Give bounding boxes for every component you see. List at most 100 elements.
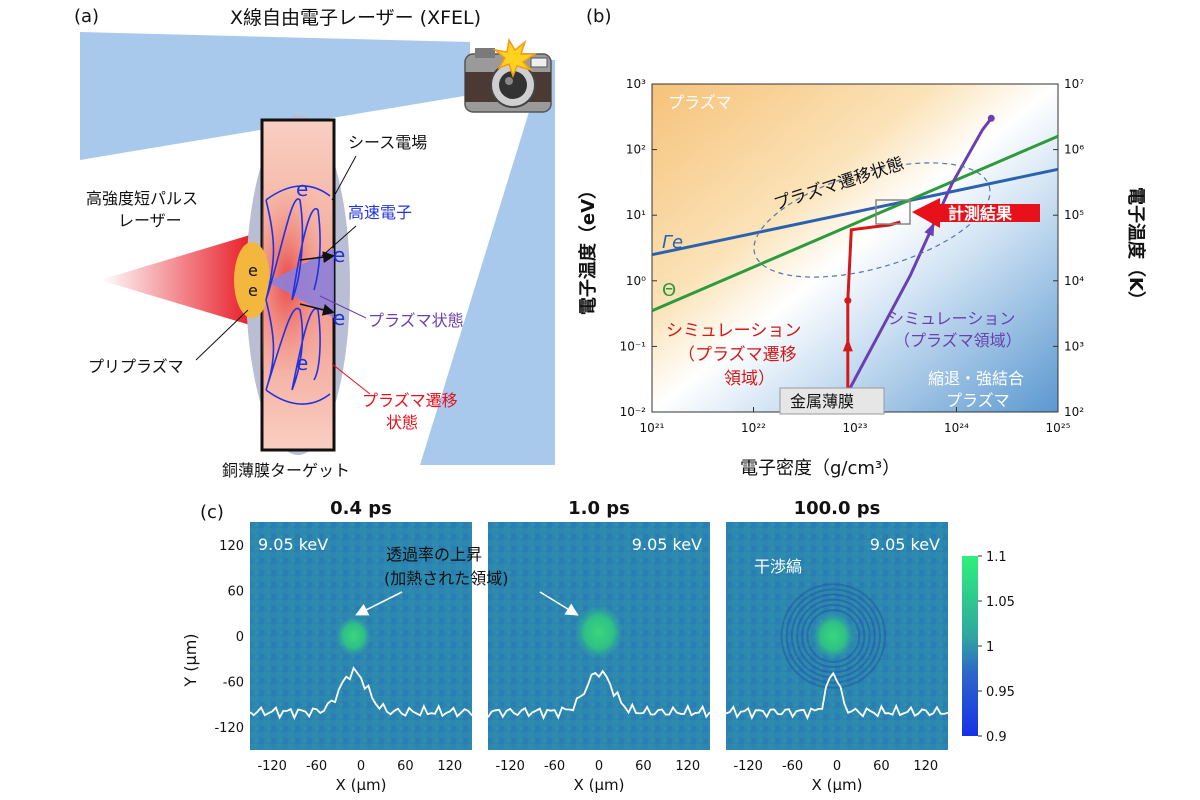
xfel-title: X線自由電子レーザー (XFEL) xyxy=(230,7,481,29)
b-x-tick-label: 10²⁴ xyxy=(944,421,969,435)
colorbar-tick-label: 1.1 xyxy=(986,550,1007,565)
c-x-tick-label: -120 xyxy=(257,759,287,774)
measurement-box xyxy=(875,199,911,225)
c-x-tick-label: -60 xyxy=(782,759,803,774)
sim-purple-line-point xyxy=(987,114,995,122)
transition-label-1: プラズマ遷移 xyxy=(362,391,458,410)
region-plasma-label: プラズマ xyxy=(668,93,732,112)
colorbar-tick-label: 0.95 xyxy=(986,685,1015,700)
sim-red-label-1: シミュレーション xyxy=(666,321,801,341)
b-y2-tick-label: 10⁴ xyxy=(1064,274,1084,288)
lineout-profile xyxy=(249,666,473,721)
colorbar-tick-label: 0.9 xyxy=(986,730,1007,745)
degenerate-label-2: プラズマ xyxy=(946,391,1010,410)
panel-a-label: (a) xyxy=(74,6,99,27)
electron-symbol: e xyxy=(248,261,258,280)
electron-symbol: e xyxy=(296,351,308,375)
fringe-ring xyxy=(780,583,887,689)
energy-label: 9.05 keV xyxy=(870,535,940,554)
b-x-tick-label: 10²³ xyxy=(843,421,868,435)
c-x-tick-label: -60 xyxy=(544,759,565,774)
c-x-tick-label: 120 xyxy=(675,759,700,774)
sim-purple-label-1: シミュレーション xyxy=(888,309,1015,328)
energy-label: 9.05 keV xyxy=(632,535,702,554)
panel-b: (b) 10²¹ 10²² 10²³ 10²⁴ 10²⁵ 10⁻² 10⁻¹ 10⁰ 10¹ 10… xyxy=(577,6,1147,479)
annotation-arrow-left xyxy=(355,591,403,616)
b-y-tick-label: 10² xyxy=(626,143,646,157)
c-y-tick-label: -60 xyxy=(223,676,244,691)
b-y2-tick-label: 10³ xyxy=(1064,339,1084,353)
c-y-tick-label: 60 xyxy=(227,584,244,599)
sheath-label: シース電場 xyxy=(348,133,427,152)
annotation-line-1: 透過率の上昇 xyxy=(386,545,482,564)
panel-a: (a) X線自由電子レーザー (XFEL) e e xyxy=(74,6,555,480)
electron-symbol: e xyxy=(296,177,308,201)
heatmap-title: 100.0 ps xyxy=(794,498,881,519)
c-xlabel: X (μm) xyxy=(574,776,625,794)
camera-flash-icon xyxy=(464,37,552,113)
c-x-tick-label: 60 xyxy=(397,759,414,774)
laser-beam xyxy=(100,235,250,325)
sim-red-label-2: （プラズマ遷移 xyxy=(678,345,797,365)
degenerate-label-1: 縮退・強結合 xyxy=(928,369,1024,388)
fringe-ring xyxy=(806,609,861,663)
c-x-tick-label: 60 xyxy=(635,759,652,774)
sim-purple-label-2: （プラズマ領域） xyxy=(894,331,1022,350)
b-x-tick-label: 10²² xyxy=(741,421,766,435)
electron-symbol: e xyxy=(333,306,345,330)
transition-region-ellipse xyxy=(753,162,991,278)
heatmap-panel: 100.0 ps 9.05 keV -120 -60 0 60 120 X (μm) xyxy=(725,498,949,794)
plasma-state-label: プラズマ状態 xyxy=(368,311,464,330)
xfel-beam-right xyxy=(420,60,555,465)
fringe-ring xyxy=(801,603,866,669)
c-x-tick-label: 120 xyxy=(913,759,938,774)
heatmap-panel: 1.0 ps9.05 keV -120 -60 0 60 120 X (μm) xyxy=(487,498,711,794)
fringe-ring xyxy=(790,593,876,679)
heated-spot xyxy=(812,612,855,660)
b-y2-tick-label: 10⁷ xyxy=(1064,77,1084,91)
sim-purple-line xyxy=(846,117,993,394)
heatmap-panel: 0.4 ps9.05 keV -120 -60 0 60 120 X (μm) 120 60 0 -… xyxy=(214,498,473,794)
fringe-ring xyxy=(785,588,881,684)
electron-symbol: e xyxy=(333,243,345,267)
target-label: 銅薄膜ターゲット xyxy=(222,461,350,480)
measurement-arrow xyxy=(912,198,1040,228)
metal-film-label: 金属薄膜 xyxy=(790,392,854,411)
b-ylabel: 電子温度（eV） xyxy=(577,181,599,315)
b-y-tick-label: 10⁻¹ xyxy=(620,339,647,353)
sim-red-line-arrow xyxy=(842,338,853,352)
sim-red-line-point xyxy=(844,297,852,305)
metal-film-box xyxy=(779,387,885,415)
fast-electron-label: 高速電子 xyxy=(348,203,412,222)
electron-path-lower xyxy=(265,299,331,405)
annotation-line-2: (加熱された領域) xyxy=(384,569,509,588)
c-x-tick-label: 0 xyxy=(357,759,365,774)
c-x-tick-label: 60 xyxy=(873,759,890,774)
fringe-label: 干渉縞 xyxy=(754,557,802,576)
theta-label: Θ xyxy=(662,280,676,301)
colorbar-tick-label: 1.05 xyxy=(986,595,1015,610)
c-xlabel: X (μm) xyxy=(336,776,387,794)
electron-symbol: e xyxy=(248,281,258,300)
c-y-tick-label: 0 xyxy=(236,630,244,645)
heated-spot xyxy=(335,615,372,657)
c-y-tick-label: 120 xyxy=(219,539,244,554)
energy-label: 9.05 keV xyxy=(258,535,328,554)
b-y2-tick-label: 10² xyxy=(1064,405,1084,419)
b-y2-tick-label: 10⁶ xyxy=(1064,143,1084,157)
heated-spot xyxy=(574,604,624,660)
panel-b-label: (b) xyxy=(586,6,611,27)
panel-c-label: (c) xyxy=(200,502,224,523)
colorbar-tick-label: 1 xyxy=(986,640,994,655)
c-xlabel: X (μm) xyxy=(812,776,863,794)
electron-path-upper xyxy=(265,185,331,301)
preplasma xyxy=(234,242,270,318)
xfel-beam-top xyxy=(80,32,470,160)
c-x-tick-label: 0 xyxy=(595,759,603,774)
lineout-profile xyxy=(487,669,711,721)
transition-label-2: 状態 xyxy=(386,413,418,432)
measurement-label: 計測結果 xyxy=(948,204,1012,223)
phase-diagram-plot xyxy=(651,83,1059,413)
laser-label-1: 高強度短パルス xyxy=(86,189,198,208)
